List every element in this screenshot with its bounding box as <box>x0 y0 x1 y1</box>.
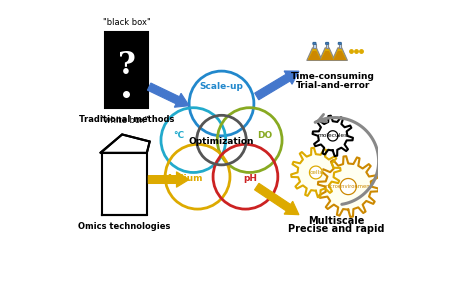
Polygon shape <box>100 134 150 153</box>
Text: Multiscale: Multiscale <box>308 216 365 226</box>
Text: DO: DO <box>257 131 273 140</box>
Polygon shape <box>338 44 341 48</box>
Polygon shape <box>255 183 299 215</box>
Polygon shape <box>320 51 334 60</box>
Bar <box>105 32 148 108</box>
Polygon shape <box>147 83 189 107</box>
Text: ?: ? <box>118 50 136 82</box>
Polygon shape <box>310 166 322 179</box>
Text: Scale-up: Scale-up <box>200 82 244 91</box>
Polygon shape <box>333 51 346 60</box>
Polygon shape <box>326 42 329 44</box>
Polygon shape <box>312 116 353 156</box>
Polygon shape <box>340 179 356 195</box>
Polygon shape <box>313 42 316 44</box>
Text: microenvironment: microenvironment <box>324 184 373 189</box>
Text: Precise and rapid: Precise and rapid <box>288 224 384 234</box>
Polygon shape <box>319 48 335 61</box>
Text: "white box": "white box" <box>100 115 149 125</box>
Polygon shape <box>255 71 299 100</box>
Text: Medium: Medium <box>162 173 202 183</box>
Text: "black box": "black box" <box>102 18 150 27</box>
Polygon shape <box>338 42 341 44</box>
Text: molecules: molecules <box>318 133 348 138</box>
Text: Optimization: Optimization <box>189 137 254 146</box>
Polygon shape <box>291 148 340 197</box>
Text: Traditional methods: Traditional methods <box>79 115 174 124</box>
Polygon shape <box>328 131 338 141</box>
Text: pH: pH <box>244 173 257 183</box>
Polygon shape <box>308 51 321 60</box>
Text: °C: °C <box>173 131 185 140</box>
Polygon shape <box>332 48 347 61</box>
Polygon shape <box>318 156 379 217</box>
Text: Trial-and-error: Trial-and-error <box>296 81 370 90</box>
Polygon shape <box>307 48 322 61</box>
Polygon shape <box>313 44 316 48</box>
Text: Omics technologies: Omics technologies <box>78 222 171 231</box>
Polygon shape <box>148 172 189 187</box>
Polygon shape <box>326 44 328 48</box>
Text: cells: cells <box>309 170 322 175</box>
Text: Time-consuming: Time-consuming <box>291 72 374 81</box>
